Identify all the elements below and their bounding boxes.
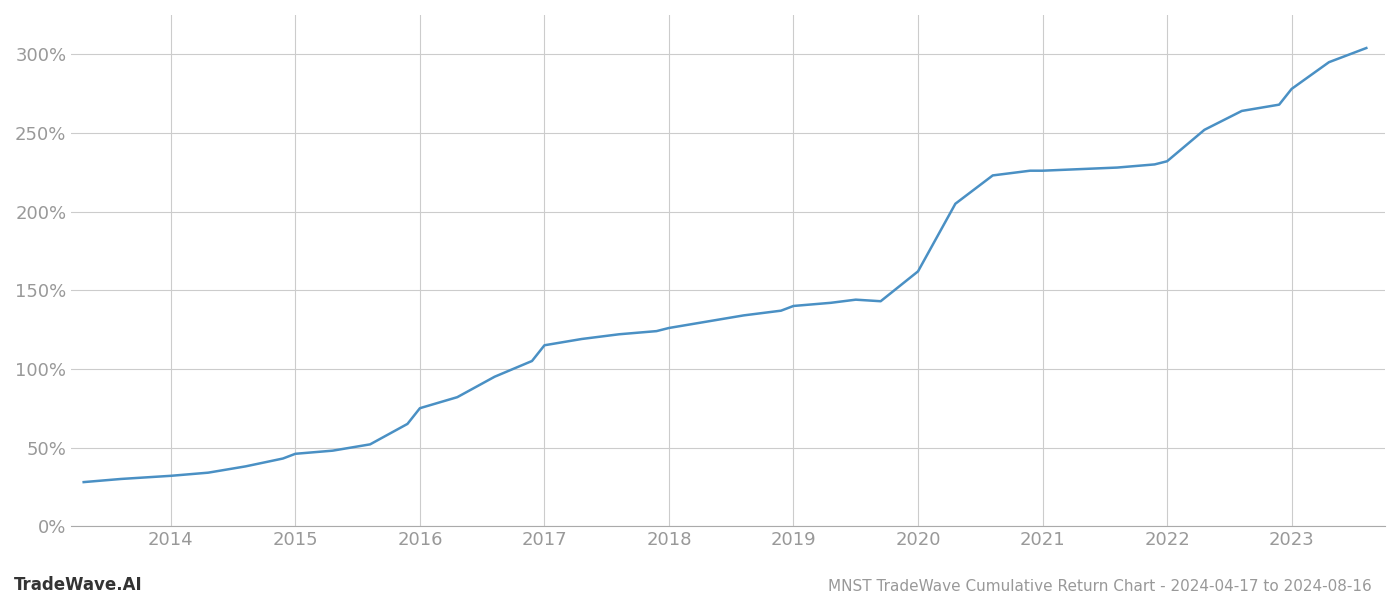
- Text: TradeWave.AI: TradeWave.AI: [14, 576, 143, 594]
- Text: MNST TradeWave Cumulative Return Chart - 2024-04-17 to 2024-08-16: MNST TradeWave Cumulative Return Chart -…: [829, 579, 1372, 594]
